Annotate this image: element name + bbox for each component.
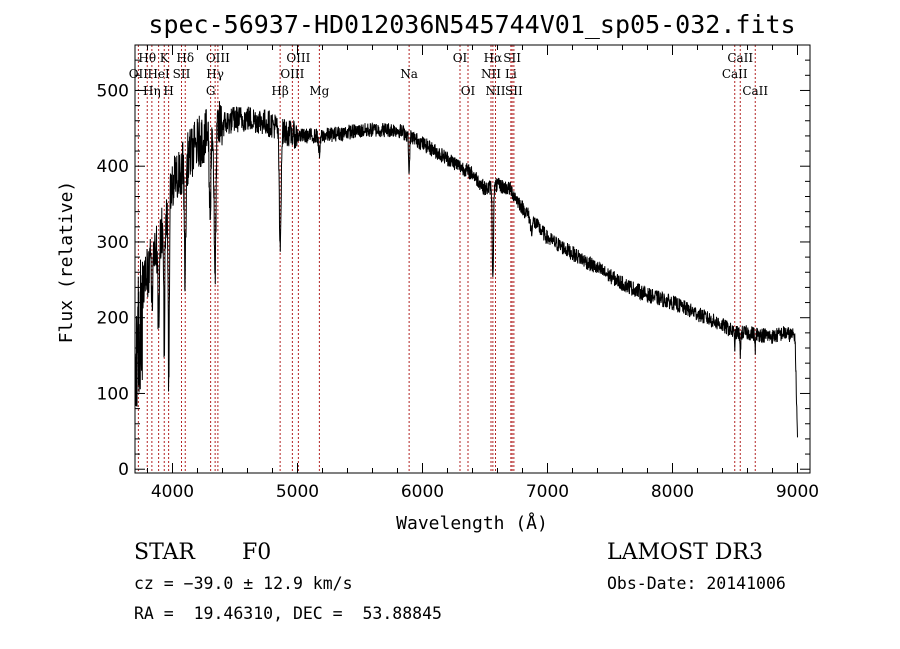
redshift-readout: cz = −39.0 ± 12.9 km/s xyxy=(134,574,353,593)
spectral-line-label: CaII xyxy=(742,84,768,98)
spectral-line-label: Hθ xyxy=(138,51,156,65)
x-tick-label: 4000 xyxy=(151,482,194,502)
x-axis-label: Wavelength (Å) xyxy=(396,512,548,534)
x-tick-label: 7000 xyxy=(526,482,569,502)
spectral-line-label: CaII xyxy=(727,51,753,65)
x-tick-label: 5000 xyxy=(276,482,319,502)
y-tick-label: 100 xyxy=(97,384,129,404)
spectral-line-label: Na xyxy=(400,67,418,81)
spectral-line-label: SII xyxy=(505,84,523,98)
spectral-line-label: OI xyxy=(453,51,468,65)
spectral-line-label: Hγ xyxy=(206,67,224,81)
x-tick-label: 6000 xyxy=(401,482,444,502)
spectral-line-label: Li xyxy=(505,67,517,81)
spectral-line-markers xyxy=(137,45,756,473)
spectral-line-label: OIII xyxy=(206,51,230,65)
spectral-line-label: NII xyxy=(481,67,501,81)
spectral-line-label: H xyxy=(163,84,173,98)
y-tick-label: 500 xyxy=(97,81,129,101)
y-axis-label: Flux (relative) xyxy=(56,181,77,344)
spectrum-line xyxy=(134,101,798,438)
y-tick-label: 0 xyxy=(118,460,129,480)
spectral-line-label: SII xyxy=(503,51,521,65)
spectral-line-label: OIII xyxy=(286,51,310,65)
spectral-line-label: OI xyxy=(461,84,476,98)
spectral-line-label: SII xyxy=(173,67,191,81)
object-subclass: F0 xyxy=(242,540,272,565)
spectral-line-label: HeI xyxy=(147,67,170,81)
coordinates-readout: RA = 19.46310, DEC = 53.88845 xyxy=(134,604,442,623)
spectral-line-label: Hη xyxy=(143,84,161,98)
spectral-line-label: NII xyxy=(486,84,506,98)
y-tick-label: 300 xyxy=(97,233,129,253)
y-tick-label: 200 xyxy=(97,309,129,329)
spectral-line-label: Hα xyxy=(484,51,503,65)
chart-title: spec-56937-HD012036N545744V01_sp05-032.f… xyxy=(148,10,795,39)
x-tick-label: 8000 xyxy=(651,482,694,502)
spectral-line-label: OIII xyxy=(280,67,304,81)
y-tick-label: 400 xyxy=(97,157,129,177)
spectral-line-label: Hβ xyxy=(271,84,288,98)
spectral-line-label: CaII xyxy=(722,67,748,81)
spectral-line-label: G xyxy=(206,84,216,98)
observation-date: Obs-Date: 20141006 xyxy=(607,574,786,593)
spectral-line-labels: HθOIIHηHeIKHSIIHδGHγOIIIHβOIIIOIIIMgNaOI… xyxy=(129,51,769,98)
object-class: STAR xyxy=(134,540,195,565)
spectral-line-label: Hδ xyxy=(176,51,194,65)
spectral-line-label: OII xyxy=(129,67,149,81)
spectrum-series xyxy=(134,101,798,438)
spectral-line-label: Mg xyxy=(309,84,329,98)
spectral-line-label: K xyxy=(160,51,170,65)
x-tick-label: 9000 xyxy=(776,482,819,502)
axis-ticks: 4000 5000 6000 7000 8000 9000 0 100 200 300 400 500 xyxy=(97,45,819,502)
survey-name: LAMOST DR3 xyxy=(607,540,763,565)
